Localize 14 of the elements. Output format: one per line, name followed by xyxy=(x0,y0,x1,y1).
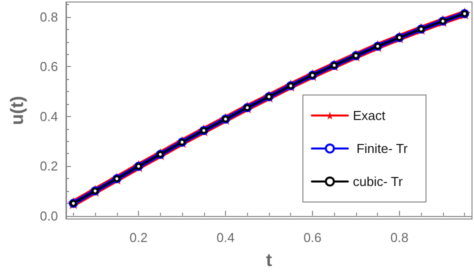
x-tick-label: 0.6 xyxy=(303,230,322,245)
y-axis-title: u(t) xyxy=(7,96,27,125)
x-tick-label: 0.4 xyxy=(216,230,235,245)
y-tick-label: 0.6 xyxy=(40,59,58,74)
legend-label: Finite- Tr xyxy=(352,141,408,156)
y-tick-label: 0.4 xyxy=(40,108,58,124)
x-tick-label: 0.8 xyxy=(390,230,408,245)
y-tick-label: 0.0 xyxy=(40,208,58,224)
y-tick-label: 0.2 xyxy=(40,158,58,174)
legend-label: cubic- Tr xyxy=(352,174,404,189)
x-tick-label: 0.2 xyxy=(130,230,148,245)
legend-label: Exact xyxy=(352,108,386,123)
x-axis-title: t xyxy=(266,250,272,270)
y-tick-label: 0.8 xyxy=(40,9,58,24)
